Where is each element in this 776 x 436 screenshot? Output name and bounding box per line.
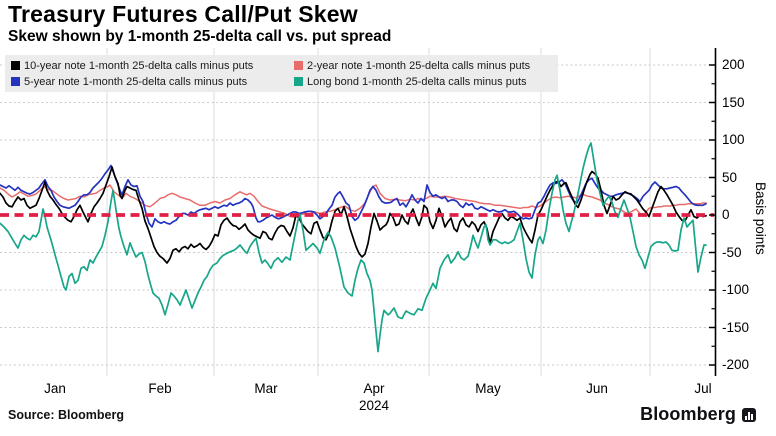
bloomberg-terminal-icon (742, 407, 756, 422)
month-label-jan: Jan (44, 381, 66, 396)
y-tick-label: 150 (722, 94, 745, 110)
legend-label: Long bond 1-month 25-delta calls minus p… (307, 75, 527, 88)
chart-title: Treasury Futures Call/Put Skew (8, 1, 358, 27)
legend-item-1: 2-year note 1-month 25-delta calls minus… (294, 58, 552, 73)
y-tick-label: 100 (722, 132, 745, 147)
y-axis-title: Basis points (753, 181, 768, 255)
legend-swatch-icon (294, 77, 303, 86)
legend-label: 2-year note 1-month 25-delta calls minus… (307, 59, 531, 72)
month-label-jul: Jul (694, 381, 712, 396)
y-tick-label: 0 (722, 207, 730, 222)
legend: 10-year note 1-month 25-delta calls minu… (5, 55, 558, 92)
y-tick-label: 50 (722, 169, 738, 185)
year-label: 2024 (358, 398, 390, 413)
chart-subtitle: Skew shown by 1-month 25-delta call vs. … (8, 28, 392, 45)
legend-label: 5-year note 1-month 25-delta calls minus… (24, 75, 248, 88)
y-tick-label: -50 (722, 244, 742, 260)
brand-text: Bloomberg (640, 404, 736, 424)
series-line-3 (0, 142, 707, 353)
brand-logo: Bloomberg (640, 404, 756, 425)
legend-item-2: 5-year note 1-month 25-delta calls minus… (11, 74, 294, 89)
month-label-mar: Mar (254, 381, 278, 396)
series-line-2 (0, 164, 707, 228)
legend-item-0: 10-year note 1-month 25-delta calls minu… (11, 58, 294, 73)
month-label-may: May (475, 381, 501, 396)
month-label-apr: Apr (363, 381, 385, 396)
legend-swatch-icon (294, 61, 303, 70)
month-label-feb: Feb (148, 381, 172, 396)
y-tick-label: 200 (722, 57, 745, 72)
source-label: Source: Bloomberg (8, 408, 124, 422)
series-line-0 (0, 166, 707, 264)
legend-item-3: Long bond 1-month 25-delta calls minus p… (294, 74, 552, 89)
legend-swatch-icon (11, 77, 20, 86)
legend-swatch-icon (11, 61, 20, 70)
legend-label: 10-year note 1-month 25-delta calls minu… (24, 59, 254, 72)
y-tick-label: -200 (722, 357, 750, 372)
y-tick-label: -150 (722, 319, 750, 335)
y-tick-label: -100 (722, 282, 750, 297)
series-line-1 (0, 184, 707, 219)
month-label-jun: Jun (586, 381, 608, 396)
